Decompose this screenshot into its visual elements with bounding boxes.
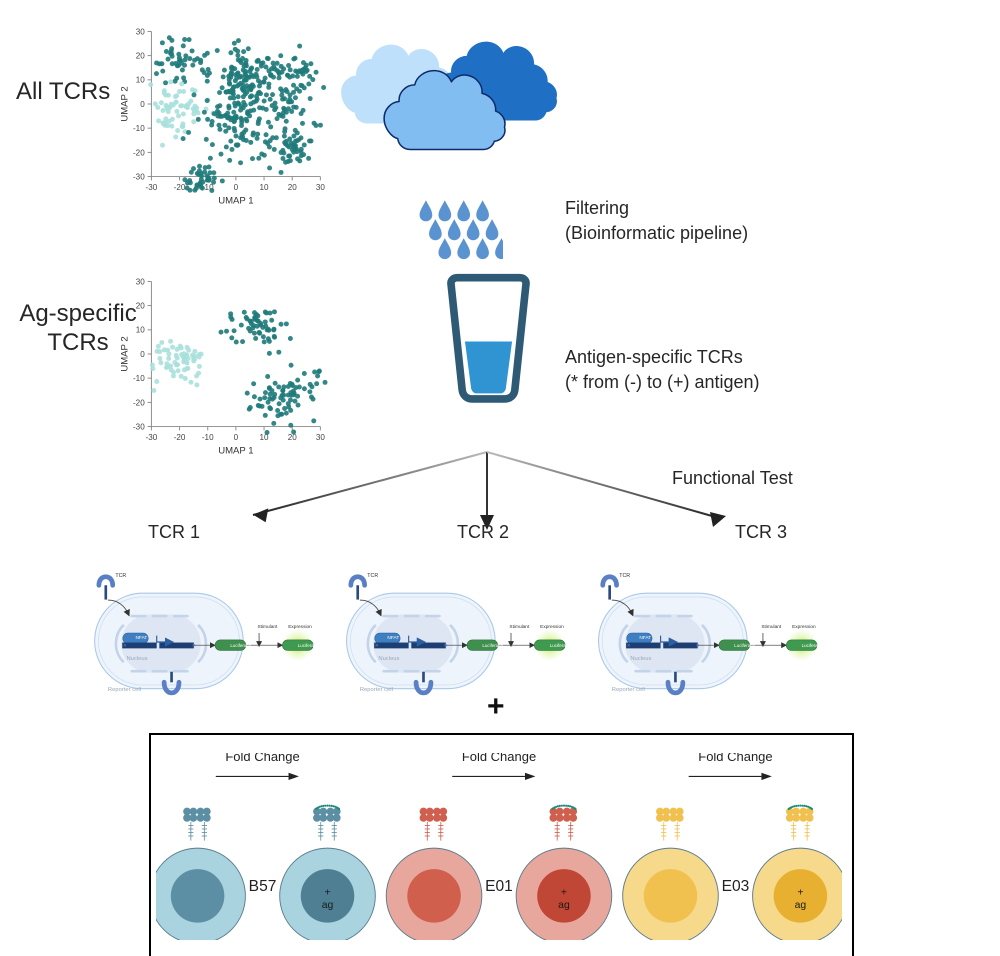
- svg-text:10: 10: [260, 183, 270, 192]
- svg-text:Fold Change: Fold Change: [698, 753, 772, 764]
- svg-text:E01: E01: [485, 878, 513, 895]
- svg-text:20: 20: [288, 433, 298, 442]
- svg-text:20: 20: [136, 51, 146, 60]
- svg-text:-10: -10: [133, 124, 145, 133]
- svg-text:Fold Change: Fold Change: [462, 753, 536, 764]
- svg-text:-30: -30: [146, 433, 158, 442]
- svg-text:UMAP 1: UMAP 1: [218, 195, 253, 206]
- svg-text:-30: -30: [146, 183, 158, 192]
- svg-text:30: 30: [316, 183, 326, 192]
- svg-text:UMAP 1: UMAP 1: [218, 445, 253, 456]
- svg-text:0: 0: [140, 350, 145, 359]
- svg-text:-20: -20: [174, 433, 186, 442]
- svg-text:ag: ag: [558, 900, 570, 911]
- svg-text:+: +: [561, 887, 567, 898]
- svg-text:+: +: [324, 887, 330, 898]
- svg-text:10: 10: [136, 326, 146, 335]
- svg-text:B57: B57: [249, 878, 277, 895]
- svg-text:ag: ag: [322, 900, 334, 911]
- svg-text:ag: ag: [795, 900, 807, 911]
- svg-text:0: 0: [234, 433, 239, 442]
- svg-text:0: 0: [140, 100, 145, 109]
- svg-text:30: 30: [316, 433, 326, 442]
- svg-text:+: +: [797, 887, 803, 898]
- svg-text:-10: -10: [133, 374, 145, 383]
- svg-text:20: 20: [136, 301, 146, 310]
- svg-text:20: 20: [288, 183, 298, 192]
- svg-text:-30: -30: [133, 172, 145, 181]
- svg-text:30: 30: [136, 27, 146, 36]
- svg-text:10: 10: [136, 76, 146, 85]
- svg-text:UMAP 2: UMAP 2: [120, 336, 131, 371]
- svg-text:-30: -30: [133, 422, 145, 431]
- svg-text:UMAP 2: UMAP 2: [120, 86, 131, 121]
- svg-text:-20: -20: [174, 183, 186, 192]
- svg-text:E03: E03: [722, 878, 750, 895]
- svg-text:-20: -20: [133, 148, 145, 157]
- svg-text:0: 0: [234, 183, 239, 192]
- svg-text:Fold Change: Fold Change: [225, 753, 299, 764]
- svg-text:-20: -20: [133, 398, 145, 407]
- svg-text:30: 30: [136, 277, 146, 286]
- svg-text:-10: -10: [202, 433, 214, 442]
